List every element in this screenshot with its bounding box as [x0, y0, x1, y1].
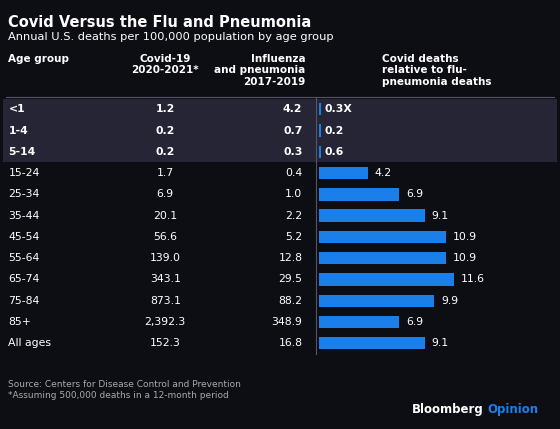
Bar [319, 146, 321, 158]
Text: Covid deaths
relative to flu-
pneumonia deaths: Covid deaths relative to flu- pneumonia … [382, 54, 492, 87]
Text: 0.2: 0.2 [156, 126, 175, 136]
Text: Covid Versus the Flu and Pneumonia: Covid Versus the Flu and Pneumonia [8, 15, 312, 30]
Text: 65-74: 65-74 [8, 275, 40, 284]
Text: 85+: 85+ [8, 317, 31, 327]
Text: 56.6: 56.6 [153, 232, 177, 242]
Text: 29.5: 29.5 [278, 275, 302, 284]
Bar [319, 316, 399, 328]
Bar [319, 252, 446, 264]
Text: 10.9: 10.9 [452, 253, 477, 263]
Text: Age group: Age group [8, 54, 69, 63]
Text: All ages: All ages [8, 338, 52, 348]
Text: 873.1: 873.1 [150, 296, 181, 306]
Text: 0.2: 0.2 [325, 126, 344, 136]
Text: 16.8: 16.8 [278, 338, 302, 348]
Text: 0.6: 0.6 [325, 147, 344, 157]
Text: 1.0: 1.0 [285, 189, 302, 199]
Bar [319, 231, 446, 243]
Text: 75-84: 75-84 [8, 296, 40, 306]
Text: 348.9: 348.9 [272, 317, 302, 327]
Bar [319, 188, 399, 201]
Text: 2,392.3: 2,392.3 [144, 317, 186, 327]
Text: 343.1: 343.1 [150, 275, 181, 284]
Text: 9.1: 9.1 [432, 338, 449, 348]
Bar [319, 209, 425, 222]
Text: 35-44: 35-44 [8, 211, 40, 221]
Text: 5.2: 5.2 [285, 232, 302, 242]
Text: 88.2: 88.2 [278, 296, 302, 306]
Text: 15-24: 15-24 [8, 168, 40, 178]
Bar [319, 273, 454, 286]
Text: 6.9: 6.9 [406, 189, 423, 199]
Bar [319, 295, 435, 307]
Text: 139.0: 139.0 [150, 253, 181, 263]
Text: 0.2: 0.2 [156, 147, 175, 157]
Bar [319, 124, 321, 137]
Text: 0.3X: 0.3X [325, 104, 353, 114]
Bar [3, 141, 557, 163]
Text: 25-34: 25-34 [8, 189, 40, 199]
Text: 6.9: 6.9 [157, 189, 174, 199]
Text: Source: Centers for Disease Control and Prevention
*Assuming 500,000 deaths in a: Source: Centers for Disease Control and … [8, 380, 241, 400]
Text: 1-4: 1-4 [8, 126, 28, 136]
Text: Covid-19
2020-2021*: Covid-19 2020-2021* [132, 54, 199, 75]
Text: 4.2: 4.2 [375, 168, 392, 178]
Text: 1.7: 1.7 [157, 168, 174, 178]
Text: 0.3: 0.3 [283, 147, 302, 157]
Text: 12.8: 12.8 [278, 253, 302, 263]
Text: 0.4: 0.4 [285, 168, 302, 178]
Bar [319, 337, 425, 350]
Text: 9.1: 9.1 [432, 211, 449, 221]
Text: 11.6: 11.6 [461, 275, 485, 284]
Text: 9.9: 9.9 [441, 296, 458, 306]
Text: 6.9: 6.9 [406, 317, 423, 327]
Text: 45-54: 45-54 [8, 232, 40, 242]
Text: 55-64: 55-64 [8, 253, 40, 263]
Text: Annual U.S. deaths per 100,000 population by age group: Annual U.S. deaths per 100,000 populatio… [8, 32, 334, 42]
Text: 2.2: 2.2 [285, 211, 302, 221]
Bar [3, 120, 557, 141]
Text: 152.3: 152.3 [150, 338, 181, 348]
Bar [3, 99, 557, 120]
Text: 4.2: 4.2 [283, 104, 302, 114]
Bar [319, 103, 321, 115]
Text: 1.2: 1.2 [156, 104, 175, 114]
Text: 20.1: 20.1 [153, 211, 178, 221]
Text: Bloomberg: Bloomberg [412, 403, 483, 416]
Text: 5-14: 5-14 [8, 147, 36, 157]
Text: <1: <1 [8, 104, 25, 114]
Text: 10.9: 10.9 [452, 232, 477, 242]
Bar [319, 167, 368, 179]
Text: Opinion: Opinion [487, 403, 538, 416]
Text: 0.7: 0.7 [283, 126, 302, 136]
Text: Influenza
and pneumonia
2017-2019: Influenza and pneumonia 2017-2019 [214, 54, 305, 87]
